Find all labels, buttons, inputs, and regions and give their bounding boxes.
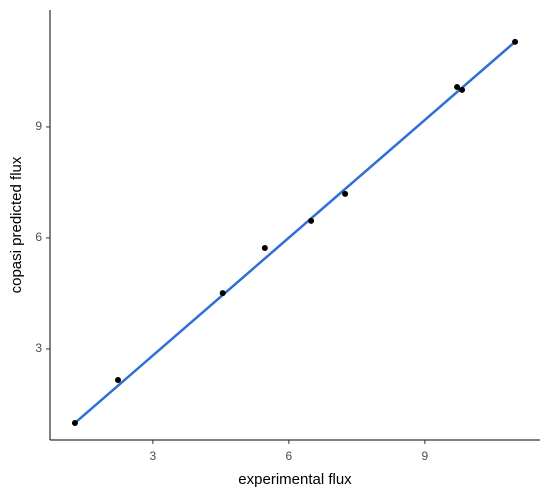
point xyxy=(219,290,226,297)
y-tick-label: 3 xyxy=(35,341,42,355)
point xyxy=(71,419,78,426)
x-tick-label: 3 xyxy=(150,449,157,463)
point xyxy=(459,86,466,93)
point xyxy=(512,38,519,45)
y-axis-title: copasi predicted flux xyxy=(8,156,25,293)
point xyxy=(261,244,268,251)
point xyxy=(114,377,121,384)
x-axis-title: experimental flux xyxy=(238,471,352,488)
point xyxy=(342,190,349,197)
x-tick-label: 9 xyxy=(422,449,429,463)
point xyxy=(308,217,315,224)
x-tick-label: 6 xyxy=(286,449,293,463)
fit-line xyxy=(74,40,516,424)
point xyxy=(454,83,461,90)
y-tick-label: 6 xyxy=(35,230,42,244)
y-tick-label: 9 xyxy=(35,119,42,133)
